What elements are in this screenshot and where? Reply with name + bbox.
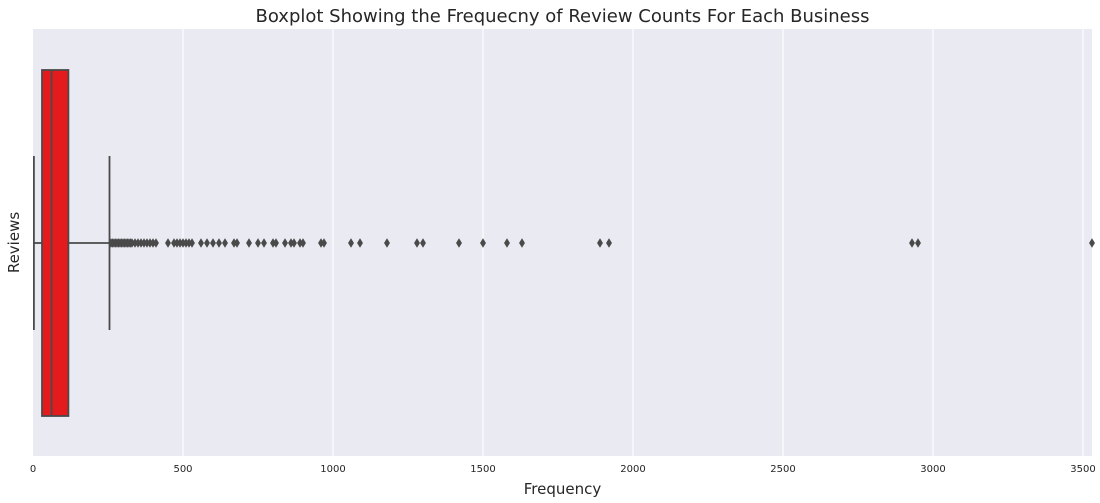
x-tick-label: 1000 <box>320 464 345 475</box>
outlier-point <box>204 238 210 248</box>
outlier-point <box>504 238 510 248</box>
outlier-point <box>909 238 915 248</box>
outlier-point <box>348 238 354 248</box>
outlier-point <box>420 238 426 248</box>
x-tick-label: 3500 <box>1070 464 1095 475</box>
x-tick-label: 2500 <box>770 464 795 475</box>
outlier-point <box>210 238 216 248</box>
outlier-point <box>216 238 222 248</box>
x-tick-label: 3000 <box>920 464 945 475</box>
outlier-point <box>384 238 390 248</box>
x-tick-label: 500 <box>173 464 192 475</box>
outlier-point <box>165 238 171 248</box>
box-iqr <box>41 69 70 417</box>
outlier-points <box>108 238 1095 248</box>
outlier-point <box>222 238 228 248</box>
x-tick-label: 1500 <box>470 464 495 475</box>
outlier-point <box>606 238 612 248</box>
outlier-point <box>915 238 921 248</box>
outlier-point <box>480 238 486 248</box>
outlier-point <box>273 238 279 248</box>
outlier-point <box>300 238 306 248</box>
outlier-point <box>597 238 603 248</box>
chart-title: Boxplot Showing the Frequecny of Review … <box>256 6 870 27</box>
outlier-point <box>357 238 363 248</box>
outlier-point <box>255 238 261 248</box>
outlier-point <box>198 238 204 248</box>
outlier-point <box>414 238 420 248</box>
outlier-point <box>291 238 297 248</box>
x-tick-label: 2000 <box>620 464 645 475</box>
x-axis-ticks: 0 500 1000 1500 2000 2500 3000 3500 <box>30 464 1096 475</box>
y-axis-label: Reviews <box>5 212 23 274</box>
outlier-point <box>282 238 288 248</box>
outlier-point <box>246 238 252 248</box>
x-tick-label: 0 <box>30 464 36 475</box>
outlier-point <box>456 238 462 248</box>
outlier-point <box>321 238 327 248</box>
outlier-point <box>519 238 525 248</box>
outlier-point <box>1089 238 1095 248</box>
outlier-point <box>153 238 159 248</box>
x-axis-label: Frequency <box>524 480 602 498</box>
outlier-point <box>261 238 267 248</box>
outlier-point <box>234 238 240 248</box>
outlier-point <box>189 238 195 248</box>
